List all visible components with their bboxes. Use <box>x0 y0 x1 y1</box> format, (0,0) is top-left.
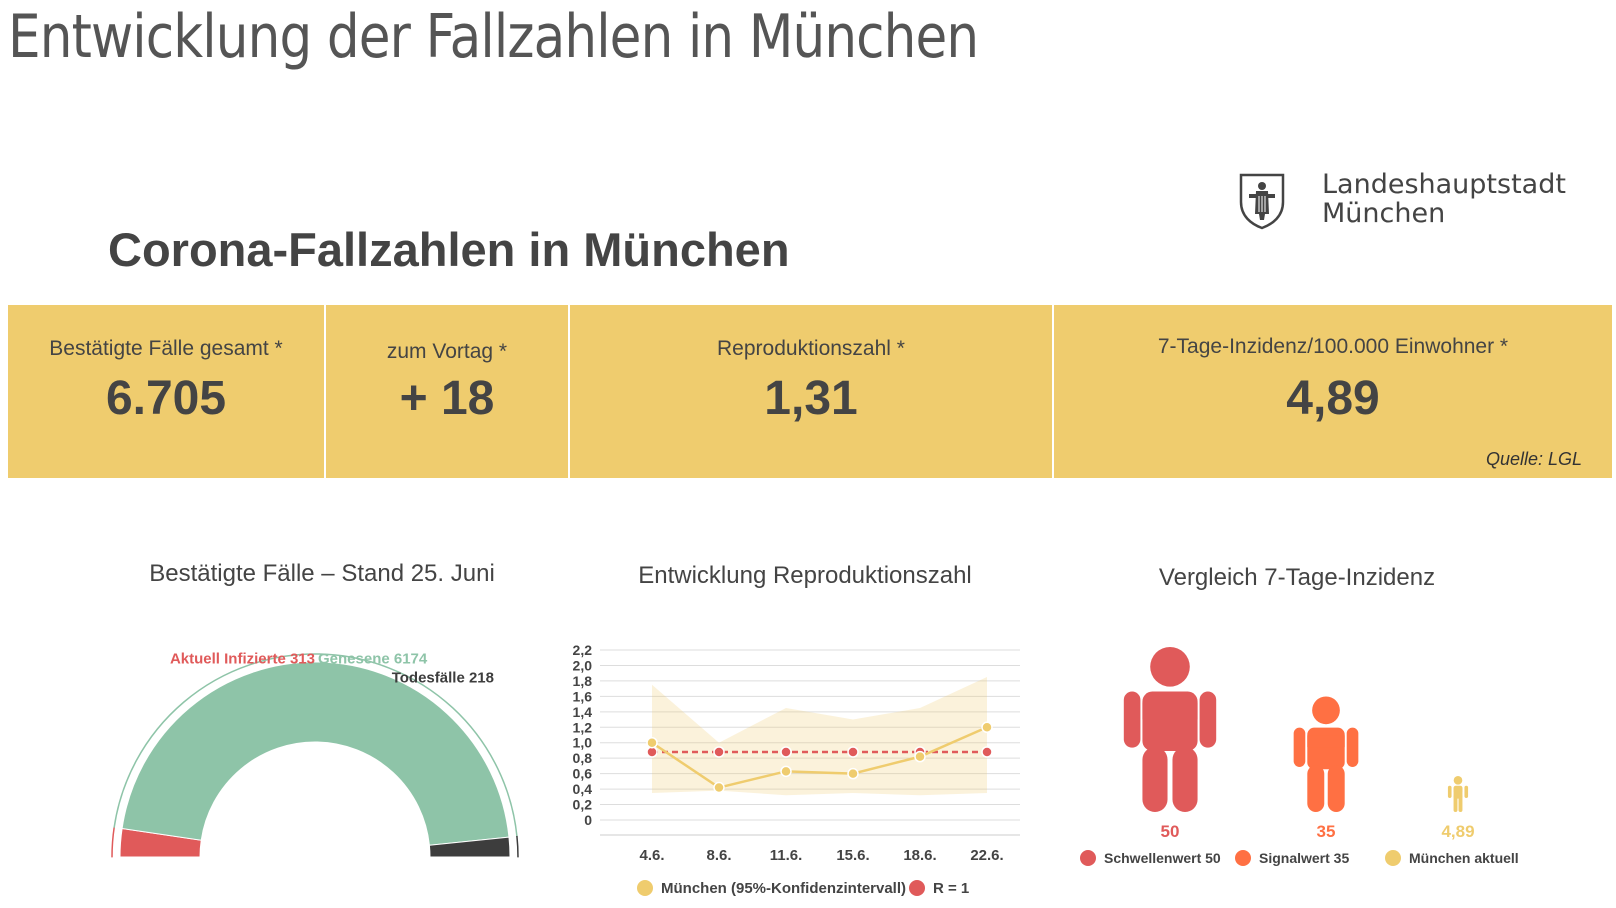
legend-marker <box>1235 850 1251 866</box>
y-tick-label: 2,0 <box>573 657 593 673</box>
munich-r-line <box>651 726 988 789</box>
legend-label: R = 1 <box>933 880 969 897</box>
legend-marker <box>637 880 653 896</box>
r-equals-one-point <box>981 746 993 758</box>
reproduction-line-chart: 00,20,40,60,81,01,21,41,61,82,02,2 4.6. 8.… <box>573 642 1020 897</box>
munich-r-point <box>780 765 792 778</box>
logo-text: Landeshauptstadt München <box>1322 170 1566 228</box>
dashboard-subtitle: Corona-Fallzahlen in München <box>108 223 790 276</box>
kpi-value: 4,89 <box>1286 372 1380 425</box>
confidence-band <box>652 677 987 796</box>
pictogram-value-label: 35 <box>1317 822 1336 841</box>
kpi-label: 7-Tage-Inzidenz/100.000 Einwohner * <box>1157 335 1509 358</box>
donut-label-1: Genesene 6174 <box>318 650 428 667</box>
kpi-incidence: 7-Tage-Inzidenz/100.000 Einwohner * 4,89… <box>1054 305 1612 478</box>
legend-label: Schwellenwert 50 <box>1104 850 1221 866</box>
r-equals-one-point <box>847 746 859 758</box>
person-icon <box>1447 776 1469 812</box>
y-tick-label: 0,4 <box>573 781 593 797</box>
y-tick-label: 1,2 <box>573 719 593 735</box>
x-tick-label: 8.6. <box>706 847 731 864</box>
legend-marker <box>1385 850 1401 866</box>
legend-label: München aktuell <box>1409 850 1519 866</box>
donut-slice-1 <box>121 661 510 846</box>
kpi-reproduction-number: Reproduktionszahl * 1,31 <box>570 305 1052 478</box>
y-tick-label: 0,2 <box>573 797 593 813</box>
y-tick-label: 1,8 <box>573 673 593 689</box>
kpi-label: Reproduktionszahl * <box>717 337 905 360</box>
munich-r-point <box>981 721 993 734</box>
kpi-value: 6.705 <box>105 372 227 425</box>
person-icon <box>1293 696 1359 812</box>
y-tick-label: 0,6 <box>573 766 593 782</box>
r-equals-one-point <box>646 746 658 758</box>
y-tick-label: 1,6 <box>573 688 593 704</box>
legend-label: München (95%-Konfidenzintervall) <box>661 880 906 897</box>
pictogram-value-label: 4,89 <box>1441 822 1474 841</box>
munich-r-point <box>713 781 725 794</box>
cases-half-donut-chart: Aktuell Infizierte 313 Genesene 6174 Todes… <box>111 650 519 858</box>
donut-outline-1 <box>113 653 518 837</box>
pictogram-value-label: 50 <box>1161 822 1180 841</box>
munich-r-point <box>646 736 658 749</box>
kpi-label: Bestätigte Fälle gesamt * <box>49 337 283 360</box>
r-equals-one-point <box>780 746 792 758</box>
r-equals-one-point <box>713 746 725 758</box>
donut-chart-title: Bestätigte Fälle – Stand 25. Juni <box>149 560 495 587</box>
x-tick-label: 22.6. <box>970 847 1003 864</box>
person-icon <box>1123 647 1217 812</box>
legend-label: Signalwert 35 <box>1259 850 1349 866</box>
munich-r-point <box>914 750 926 763</box>
x-tick-label: 15.6. <box>836 847 869 864</box>
kpi-total-cases: Bestätigte Fälle gesamt * 6.705 <box>8 305 324 478</box>
x-tick-label: 11.6. <box>770 847 803 864</box>
incidence-pictogram-chart: 50 35 4,89 Schwellenwert 50 Signalwert 35 Mü… <box>1080 647 1519 866</box>
line-chart-title: Entwicklung Reproduktionszahl <box>638 562 972 589</box>
x-tick-label: 18.6. <box>903 847 936 864</box>
donut-slice-2 <box>428 836 511 858</box>
pictogram-chart-title: Vergleich 7-Tage-Inzidenz <box>1158 564 1436 591</box>
source-note: Quelle: LGL <box>1485 449 1582 469</box>
donut-outline-0 <box>111 826 115 858</box>
munich-coat-of-arms-icon <box>1239 173 1285 230</box>
y-tick-label: 1,4 <box>573 704 593 720</box>
kpi-value: + 18 <box>399 372 495 425</box>
y-tick-label: 2,2 <box>573 642 593 658</box>
y-tick-label: 0 <box>584 812 592 828</box>
munich-r-point <box>847 767 859 780</box>
donut-label-2: Todesfälle 218 <box>392 669 494 686</box>
x-tick-label: 4.6. <box>639 847 664 864</box>
donut-outline-2 <box>516 835 519 858</box>
legend-marker <box>1080 850 1096 866</box>
kpi-value: 1,31 <box>764 372 858 425</box>
kpi-day-change: zum Vortag * + 18 <box>326 305 568 478</box>
legend-marker <box>909 880 925 896</box>
logo-line-2: München <box>1322 198 1446 229</box>
kpi-row: Bestätigte Fälle gesamt * 6.705 zum Vort… <box>8 305 1612 478</box>
kpi-label: zum Vortag * <box>386 340 508 363</box>
page-title: Entwicklung der Fallzahlen in München <box>8 2 979 72</box>
logo-line-1: Landeshauptstadt <box>1322 169 1566 200</box>
y-tick-label: 0,8 <box>573 750 593 766</box>
y-tick-label: 1,0 <box>573 735 593 751</box>
donut-label-0: Aktuell Infizierte 313 <box>170 650 315 667</box>
